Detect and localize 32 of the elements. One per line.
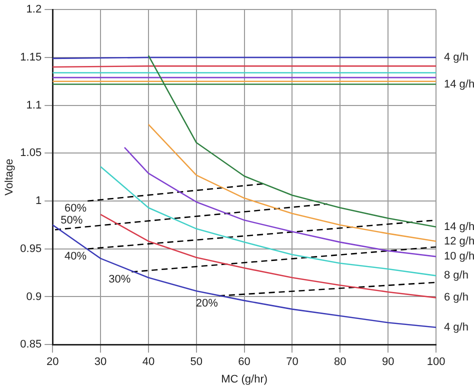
x-tick-label: 100 — [426, 356, 446, 368]
x-axis-title: MC (g/hr) — [221, 373, 268, 386]
x-tick-label: 70 — [286, 356, 298, 368]
annotation: 14 g/h — [444, 220, 474, 233]
x-tick-label: 90 — [382, 356, 394, 368]
x-tick-label: 50 — [190, 356, 203, 368]
y-tick-label: 1.2 — [26, 4, 42, 16]
x-tick-label: 80 — [334, 356, 346, 368]
y-tick-label: 0.85 — [20, 338, 42, 351]
y-axis-title: Voltage — [4, 158, 16, 196]
x-tick-label: 40 — [142, 356, 155, 368]
annotation: 12 g/h — [444, 235, 474, 248]
x-tick-label: 30 — [94, 356, 107, 368]
annotation: 50% — [60, 214, 83, 226]
annotation: 6 g/h — [444, 292, 468, 304]
annotation: 60% — [64, 202, 87, 215]
annotation: 4 g/h — [444, 51, 468, 64]
y-tick-label: 0.95 — [20, 242, 42, 255]
annotation: 10 g/h — [444, 250, 474, 263]
annotation: 30% — [108, 273, 131, 286]
x-tick-label: 60 — [238, 356, 250, 368]
annotation: 40% — [64, 250, 87, 262]
y-tick-label: 1.05 — [20, 147, 42, 160]
y-tick-label: 1.15 — [20, 51, 42, 64]
x-tick-label: 20 — [46, 356, 59, 368]
y-tick-label: 1 — [35, 195, 42, 208]
annotation: 20% — [196, 297, 218, 310]
annotation: 4 g/h — [444, 321, 468, 334]
y-tick-label: 1.1 — [26, 99, 42, 112]
y-tick-label: 0.9 — [26, 290, 42, 303]
annotation: 8 g/h — [444, 270, 468, 282]
annotation: 14 g/h — [444, 78, 474, 90]
